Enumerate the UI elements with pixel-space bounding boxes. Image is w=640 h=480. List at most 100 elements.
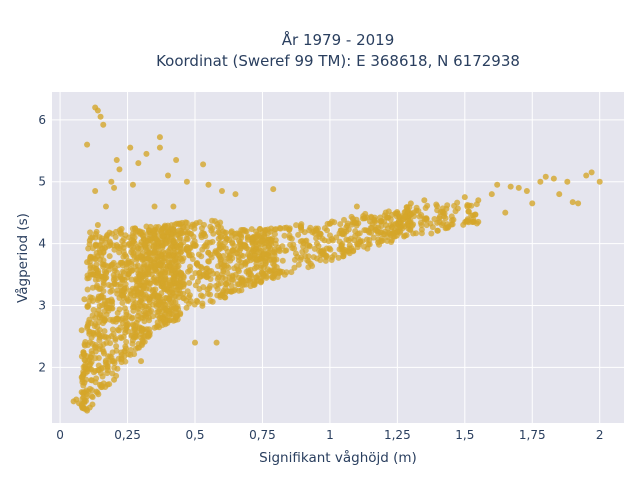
data-point (429, 224, 436, 231)
data-point (125, 268, 132, 275)
data-point (352, 228, 359, 235)
data-point (81, 356, 88, 363)
data-point (596, 178, 603, 185)
y-axis-ticks: 2 3 4 5 6 (38, 113, 46, 374)
data-point (217, 219, 224, 226)
data-point (263, 240, 270, 247)
data-point (250, 235, 257, 242)
data-point (327, 232, 334, 239)
data-point (161, 222, 168, 229)
data-point (151, 275, 158, 282)
data-point (213, 339, 220, 346)
data-point (168, 306, 175, 313)
data-point (321, 237, 328, 244)
data-point (86, 361, 93, 368)
data-point (203, 273, 210, 280)
data-point (305, 258, 312, 265)
data-point (92, 276, 99, 283)
data-point (341, 216, 348, 223)
data-point (113, 157, 120, 164)
data-point (170, 203, 177, 210)
data-point (111, 376, 118, 383)
data-point (423, 222, 430, 229)
data-point (146, 280, 153, 287)
data-point (407, 200, 414, 207)
data-point (170, 250, 177, 257)
data-point (129, 181, 136, 188)
data-point (134, 312, 141, 319)
data-point (139, 269, 146, 276)
data-point (89, 284, 96, 291)
data-point (161, 285, 168, 292)
data-point (354, 241, 361, 248)
x-tick-label: 1 (326, 428, 334, 442)
data-point (271, 266, 278, 273)
data-point (100, 121, 107, 128)
data-point (89, 234, 96, 241)
data-point (154, 319, 161, 326)
data-point (209, 238, 216, 245)
data-point (368, 229, 375, 236)
data-point (231, 265, 238, 272)
data-point (271, 231, 278, 238)
data-point (134, 292, 141, 299)
data-point (83, 393, 90, 400)
data-point (187, 263, 194, 270)
data-point (189, 256, 196, 263)
data-point (78, 327, 85, 334)
data-point (440, 209, 447, 216)
data-point (465, 202, 472, 209)
data-point (142, 291, 149, 298)
data-point (128, 249, 135, 256)
data-point (413, 204, 420, 211)
data-point (81, 363, 88, 370)
data-point (182, 229, 189, 236)
data-point (94, 107, 101, 114)
data-point (202, 233, 209, 240)
data-point (184, 288, 191, 295)
data-point (130, 238, 137, 245)
data-point (282, 247, 289, 254)
data-point (81, 351, 88, 358)
data-point (125, 328, 132, 335)
data-point (104, 231, 111, 238)
data-point (279, 243, 286, 250)
y-tick-label: 4 (38, 237, 46, 251)
data-point (556, 191, 563, 198)
data-point (291, 264, 298, 271)
data-point (162, 250, 169, 257)
data-point (422, 205, 429, 212)
data-point (84, 141, 91, 148)
data-point (343, 236, 350, 243)
data-point (407, 227, 414, 234)
data-point (311, 245, 318, 252)
data-point (281, 232, 288, 239)
data-point (90, 306, 97, 313)
data-point (470, 216, 477, 223)
data-point (218, 242, 225, 249)
data-point (109, 326, 116, 333)
data-point (156, 314, 163, 321)
data-point (122, 305, 129, 312)
data-point (550, 175, 557, 182)
data-point (262, 261, 269, 268)
data-point (295, 231, 302, 238)
data-point (392, 210, 399, 217)
data-point (215, 252, 222, 259)
data-point (421, 197, 428, 204)
data-point (166, 294, 173, 301)
data-point (348, 213, 355, 220)
data-point (99, 320, 106, 327)
x-axis-ticks: 0 0,25 0,5 0,75 1 1,25 1,5 1,75 2 (56, 428, 603, 442)
data-point (106, 238, 113, 245)
data-point (185, 268, 192, 275)
data-point (144, 310, 151, 317)
data-point (189, 221, 196, 228)
data-point (216, 229, 223, 236)
data-point (529, 200, 536, 207)
data-point (207, 291, 214, 298)
data-point (104, 364, 111, 371)
data-point (331, 251, 338, 258)
data-point (251, 254, 258, 261)
data-point (322, 252, 329, 259)
